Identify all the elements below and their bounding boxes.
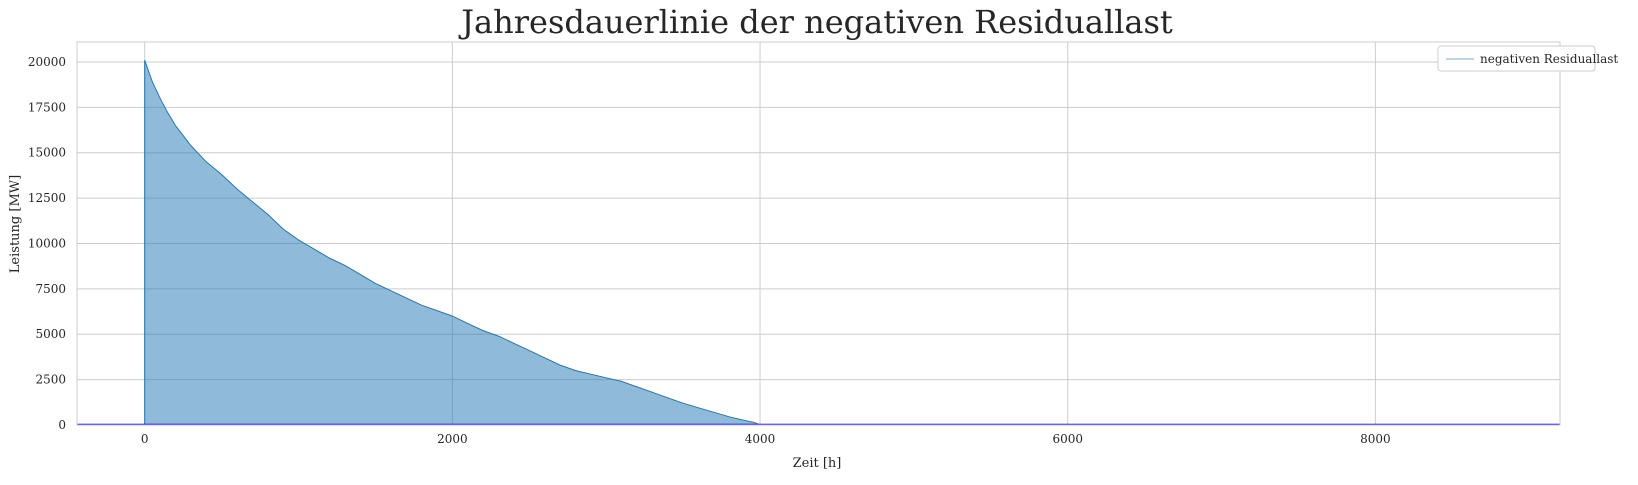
y-tick-label: 17500 bbox=[28, 100, 66, 114]
y-tick-label: 12500 bbox=[28, 191, 66, 205]
x-tick-label: 8000 bbox=[1360, 432, 1391, 446]
chart-title: Jahresdauerlinie der negativen Residuall… bbox=[458, 3, 1173, 41]
x-tick-label: 0 bbox=[141, 432, 149, 446]
series-line bbox=[144, 60, 1493, 426]
y-tick-label: 15000 bbox=[28, 146, 66, 160]
y-axis-label: Leistung [MW] bbox=[8, 175, 23, 273]
x-axis-label: Zeit [h] bbox=[793, 456, 842, 471]
y-tick-label: 20000 bbox=[28, 55, 66, 69]
y-tick-label: 10000 bbox=[28, 236, 66, 250]
legend-box bbox=[1437, 45, 1596, 72]
x-tick-label: 2000 bbox=[437, 432, 468, 446]
legend-label: negativen Residuallast bbox=[1480, 52, 1618, 66]
y-tick-label: 5000 bbox=[35, 327, 66, 341]
y-tick-label: 7500 bbox=[35, 282, 66, 296]
x-tick-label: 4000 bbox=[745, 432, 776, 446]
tick-layer: 0 2000 4000 6000 8000 0 2500 5000 7500 10000 12500… bbox=[28, 55, 1391, 446]
plot-frame bbox=[76, 41, 1561, 426]
area-layer bbox=[77, 60, 1560, 426]
x-tick-label: 6000 bbox=[1052, 432, 1083, 446]
y-tick-label: 2500 bbox=[35, 373, 66, 387]
series-area-fill bbox=[144, 60, 1493, 425]
legend: negativen Residuallast bbox=[1437, 45, 1618, 72]
plot-border bbox=[76, 41, 1561, 426]
y-tick-label: 0 bbox=[58, 418, 66, 432]
